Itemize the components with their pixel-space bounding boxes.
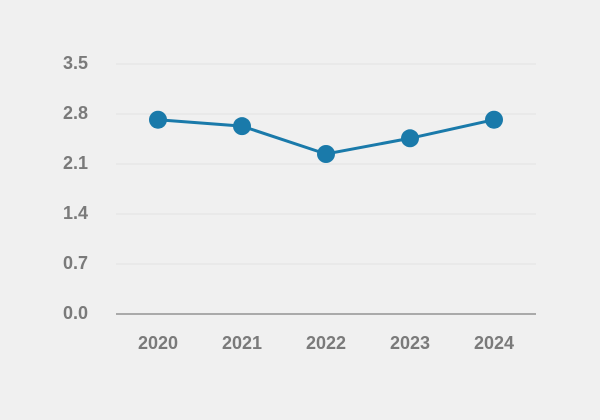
y-tick-label: 2.1	[63, 153, 88, 173]
point	[149, 110, 167, 129]
y-tick-label: 1.4	[63, 203, 88, 223]
y-tick-label: 0.0	[63, 303, 88, 323]
point	[401, 129, 419, 148]
x-tick-label: 2024	[474, 333, 514, 353]
y-tick-label: 2.8	[63, 103, 88, 123]
point	[317, 145, 335, 163]
y-tick-label: 3.5	[63, 53, 88, 73]
x-tick-label: 2023	[390, 333, 430, 353]
x-tick-label: 2022	[306, 333, 346, 353]
x-tick-label: 2021	[222, 333, 262, 353]
point	[233, 117, 251, 136]
y-tick-label: 0.7	[63, 253, 88, 273]
x-tick-label: 2020	[138, 333, 178, 353]
point	[485, 110, 503, 129]
